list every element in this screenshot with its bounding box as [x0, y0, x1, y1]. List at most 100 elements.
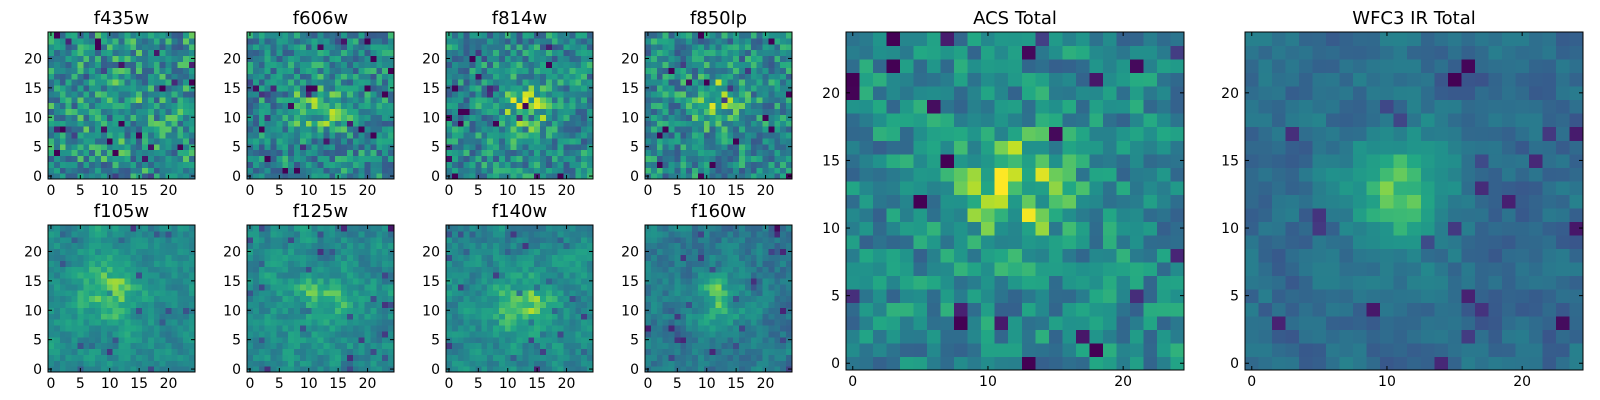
heatmap-cell	[142, 360, 149, 367]
heatmap-cell	[112, 330, 120, 338]
heatmap-cell	[171, 354, 178, 361]
heatmap-cell	[563, 330, 571, 338]
heatmap-cell	[534, 149, 541, 157]
y-tick-label: 0	[33, 169, 42, 185]
heatmap-cell	[451, 55, 459, 62]
heatmap-cell	[335, 330, 342, 338]
heatmap-cell	[177, 161, 184, 168]
heatmap-cell	[153, 277, 161, 285]
heatmap-cell	[540, 324, 547, 332]
heatmap-cell	[668, 366, 675, 373]
heatmap-cell	[71, 230, 78, 238]
heatmap-cell	[376, 49, 383, 57]
heatmap-cell	[299, 173, 307, 180]
heatmap-cell	[48, 236, 55, 244]
heatmap-cell	[540, 102, 547, 110]
heatmap-cell	[83, 155, 90, 162]
heatmap-cell	[147, 324, 155, 332]
heatmap-cell	[282, 254, 289, 261]
heatmap-cell	[247, 319, 254, 326]
heatmap-cell	[83, 49, 90, 57]
heatmap-cell	[715, 330, 723, 338]
heatmap-cell	[504, 114, 512, 121]
heatmap-cell	[557, 248, 565, 255]
heatmap-cell	[692, 283, 699, 291]
heatmap-cell	[656, 131, 664, 139]
heatmap-cell	[703, 108, 711, 115]
heatmap-cell	[487, 102, 494, 110]
heatmap-cell	[177, 360, 184, 367]
x-tick-label: 10	[300, 376, 318, 392]
heatmap-cell	[504, 342, 512, 350]
heatmap-cell	[762, 295, 770, 303]
heatmap-cell	[95, 155, 102, 162]
heatmap-cell	[335, 354, 342, 361]
heatmap-cell	[294, 301, 301, 308]
heatmap-cell	[358, 324, 366, 332]
heatmap-cell	[504, 49, 512, 57]
panel-title: f105w	[94, 201, 149, 222]
heatmap-cell	[446, 348, 453, 355]
heatmap-cell	[183, 32, 190, 39]
heatmap-cell	[124, 248, 131, 255]
heatmap-cell	[686, 354, 693, 361]
heatmap-cell	[475, 336, 482, 344]
heatmap-cell	[95, 336, 102, 344]
heatmap-cell	[721, 131, 728, 139]
heatmap-cell	[106, 248, 114, 255]
heatmap-cell	[674, 348, 681, 355]
heatmap-cell	[270, 79, 277, 86]
heatmap-cell	[130, 307, 137, 314]
heatmap-cell	[71, 360, 78, 367]
heatmap-cell	[481, 225, 488, 232]
heatmap-cell	[48, 37, 55, 45]
heatmap-cell	[270, 73, 277, 80]
heatmap-cell	[762, 167, 770, 174]
heatmap-cell	[258, 67, 266, 74]
heatmap-cell	[733, 301, 740, 308]
heatmap-cell	[457, 37, 465, 45]
heatmap-cell	[650, 360, 658, 367]
heatmap-cell	[692, 167, 699, 174]
heatmap-cell	[376, 324, 383, 332]
heatmap-cell	[59, 96, 67, 104]
heatmap-cell	[59, 354, 67, 361]
heatmap-cell	[522, 324, 529, 332]
heatmap-cell	[493, 225, 500, 232]
heatmap-cell	[457, 73, 465, 80]
heatmap-cell	[183, 43, 190, 51]
heatmap-cell	[83, 230, 90, 238]
heatmap-cell	[305, 84, 313, 92]
heatmap-cell	[487, 131, 494, 139]
heatmap-cell	[270, 32, 277, 39]
heatmap-cell	[106, 277, 114, 285]
heatmap-cell	[510, 330, 518, 338]
heatmap-cell	[516, 73, 524, 80]
heatmap-cell	[656, 313, 664, 320]
heatmap-cell	[650, 167, 658, 174]
heatmap-cell	[95, 319, 102, 326]
heatmap-cell	[147, 360, 155, 367]
heatmap-cell	[715, 55, 723, 62]
heatmap-cell	[545, 90, 553, 98]
heatmap-cell	[341, 90, 348, 98]
heatmap-cell	[575, 330, 582, 338]
heatmap-cell	[382, 90, 389, 98]
heatmap-cell	[317, 266, 325, 273]
heatmap-cell	[528, 102, 535, 110]
heatmap-cell	[100, 55, 108, 62]
heatmap-cell	[451, 272, 459, 279]
heatmap-cell	[487, 230, 494, 238]
heatmap-cell	[270, 236, 277, 244]
heatmap-cell	[382, 131, 389, 139]
heatmap-cell	[528, 283, 535, 291]
heatmap-cell	[299, 366, 307, 373]
heatmap-cell	[540, 79, 547, 86]
heatmap-cell	[71, 236, 78, 244]
heatmap-cell	[504, 96, 512, 104]
heatmap-cell	[733, 131, 740, 139]
heatmap-cell	[177, 354, 184, 361]
heatmap-cell	[183, 167, 190, 174]
heatmap-cell	[364, 96, 372, 104]
